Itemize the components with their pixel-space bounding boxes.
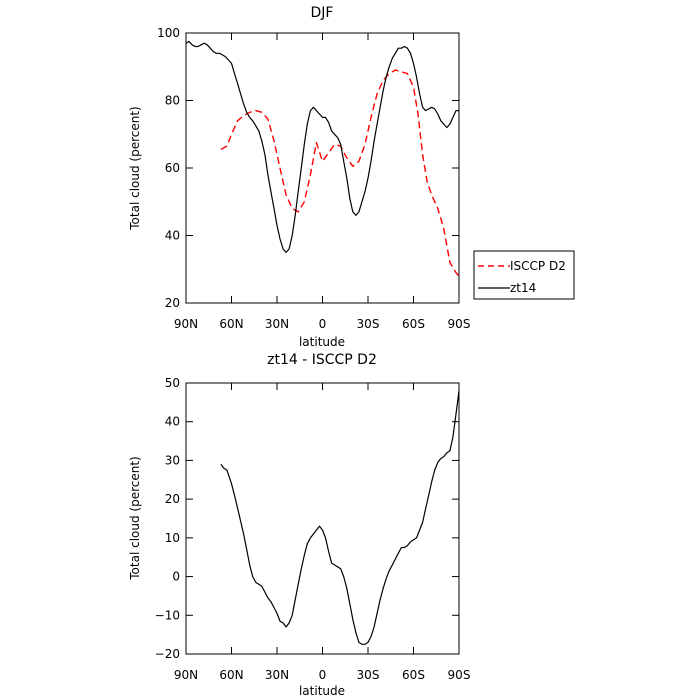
difference-y-tick-label: −10 (155, 608, 180, 622)
djf-x-tick-label: 90N (174, 317, 198, 331)
djf-x-tick-label: 0 (319, 317, 327, 331)
djf-y-tick-label: 20 (165, 296, 180, 310)
djf-x-axis-label: latitude (299, 335, 345, 349)
difference-x-tick-label: 0 (319, 668, 327, 682)
djf-y-tick-labels: 20 40 60 80 100 (157, 26, 180, 310)
djf-y-tick-label: 100 (157, 26, 180, 40)
djf-title: DJF (311, 5, 334, 21)
djf-x-tick-labels: 90N 60N 30N 0 30S 60S 90S (174, 317, 471, 331)
difference-y-tick-labels: −20 −10 0 10 20 30 40 50 (155, 376, 180, 661)
djf-series-line-zt14 (185, 40, 459, 253)
difference-x-tick-label: 90S (448, 668, 471, 682)
difference-y-tick-label: 20 (165, 492, 180, 506)
difference-y-axis-label: Total cloud (percent) (128, 456, 142, 580)
djf-legend: ISCCP D2 zt14 (473, 250, 575, 300)
difference-title: zt14 - ISCCP D2 (267, 352, 377, 368)
djf-x-tick-label: 30S (357, 317, 380, 331)
djf-series (185, 40, 460, 277)
difference-series-line-0 (220, 390, 460, 645)
legend-label-isccp-d2: ISCCP D2 (510, 259, 566, 273)
difference-plot-frame (185, 382, 460, 655)
djf-y-tick-label: 60 (165, 161, 180, 175)
djf-y-axis-label: Total cloud (percent) (128, 106, 142, 230)
djf-plot-frame (185, 32, 460, 304)
difference-series (220, 390, 460, 645)
djf-x-tick-label: 30N (265, 317, 289, 331)
difference-y-tick-label: 0 (172, 570, 180, 584)
difference-x-tick-label: 60N (219, 668, 243, 682)
difference-y-tick-label: 30 (165, 453, 180, 467)
djf-panel: DJF 20 40 60 80 100 90N 60N 30N 0 30S 60S 90S lati… (128, 5, 575, 349)
difference-panel: zt14 - ISCCP D2 −20 −10 0 10 20 30 40 50 90N 60N… (128, 352, 470, 698)
legend-label-zt14: zt14 (510, 281, 536, 295)
difference-x-tick-label: 30N (265, 668, 289, 682)
difference-y-tick-label: 10 (165, 531, 180, 545)
difference-x-tick-label: 60S (402, 668, 425, 682)
difference-ticks (185, 382, 460, 655)
difference-x-tick-labels: 90N 60N 30N 0 30S 60S 90S (174, 668, 471, 682)
djf-x-tick-label: 60S (402, 317, 425, 331)
djf-series-line-isccp-d2 (220, 69, 460, 277)
djf-x-tick-label: 60N (219, 317, 243, 331)
djf-ticks (185, 32, 460, 304)
difference-x-axis-label: latitude (299, 684, 345, 698)
difference-x-tick-label: 30S (357, 668, 380, 682)
difference-x-tick-label: 90N (174, 668, 198, 682)
djf-x-tick-label: 90S (448, 317, 471, 331)
difference-y-tick-label: 50 (165, 376, 180, 390)
legend-box (473, 250, 575, 300)
djf-y-tick-label: 40 (165, 229, 180, 243)
djf-y-tick-label: 80 (165, 94, 180, 108)
difference-y-tick-label: −20 (155, 647, 180, 661)
difference-y-tick-label: 40 (165, 415, 180, 429)
